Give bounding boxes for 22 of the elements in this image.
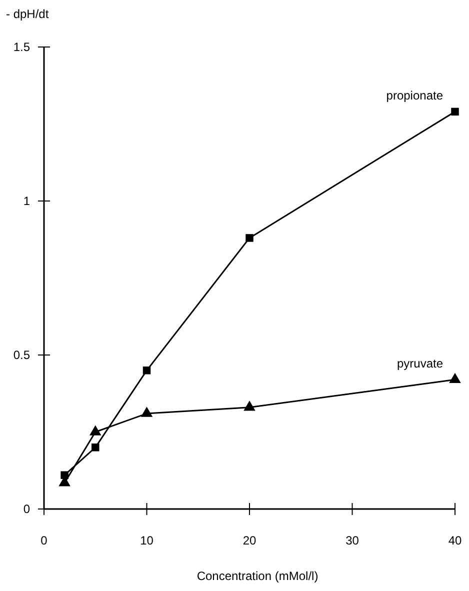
y-tick-label: 1.5 [13, 40, 30, 54]
series-label: pyruvate [396, 356, 444, 371]
x-tick-label: 40 [448, 533, 462, 548]
point [244, 400, 256, 411]
point [89, 425, 102, 436]
x-axis-title: Concentration (mMol/l) [196, 569, 318, 583]
x-tick-label: 10 [140, 533, 154, 548]
x-tick-label: 0 [40, 533, 48, 548]
point [451, 108, 459, 116]
point [142, 366, 151, 374]
y-axis-title: - dpH/dt [6, 7, 50, 21]
x-tick-label: 30 [346, 533, 360, 548]
point [92, 444, 100, 452]
x-tick-label: 20 [242, 533, 256, 548]
y-tick-label: 0 [23, 502, 30, 516]
point [449, 372, 461, 384]
series-label: propionate [386, 88, 444, 103]
point [246, 234, 254, 242]
point [140, 406, 153, 417]
point [60, 471, 68, 479]
y-tick-label: 0.5 [13, 348, 30, 362]
y-tick-label: 1 [23, 194, 30, 208]
